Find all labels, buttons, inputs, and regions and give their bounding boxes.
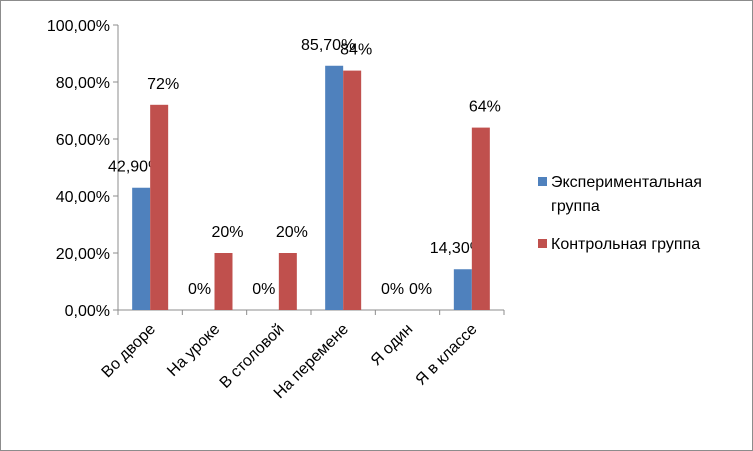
- data-label-series0-4: 0%: [381, 281, 404, 298]
- legend-swatch-1: [538, 239, 547, 248]
- x-tick-label-2: В столовой: [217, 321, 288, 392]
- x-tick-label-0: Во дворе: [99, 321, 159, 381]
- data-label-series0-5: 14,30%: [430, 240, 484, 257]
- bar-series0-3: [325, 65, 344, 310]
- bar-series1-1: [214, 253, 233, 310]
- y-tick-label-5: 100,00%: [47, 18, 110, 35]
- x-tick-label-1: На уроке: [164, 321, 223, 380]
- bar-series1-5: [471, 127, 490, 310]
- data-label-series0-2: 0%: [252, 281, 275, 298]
- y-tick-label-0: 0,00%: [65, 303, 110, 320]
- bar-series1-0: [150, 104, 169, 310]
- y-tick-label-4: 80,00%: [56, 75, 110, 92]
- legend-label-0-0: Экспериментальная: [551, 174, 702, 191]
- y-tick-label-2: 40,00%: [56, 189, 110, 206]
- legend-swatch-0: [538, 177, 547, 186]
- legend-label-0-1: группа: [551, 198, 600, 215]
- bar-series1-3: [343, 70, 362, 310]
- data-label-series1-5: 64%: [469, 99, 501, 116]
- data-label-series0-0: 42,90%: [108, 159, 162, 176]
- y-tick-label-1: 20,00%: [56, 246, 110, 263]
- bar-series0-5: [453, 269, 472, 310]
- data-label-series1-3: 84%: [340, 42, 372, 59]
- data-label-series1-1: 20%: [211, 224, 243, 241]
- data-label-series0-1: 0%: [188, 281, 211, 298]
- data-label-series1-2: 20%: [276, 224, 308, 241]
- data-label-series1-0: 72%: [147, 76, 179, 93]
- x-tick-label-5: Я в классе: [413, 321, 481, 389]
- bar-series1-2: [278, 253, 297, 310]
- y-tick-label-3: 60,00%: [56, 132, 110, 149]
- data-label-series0-3: 85,70%: [301, 37, 355, 54]
- data-label-series1-4: 0%: [409, 281, 432, 298]
- legend-label-1-0: Контрольная группа: [551, 236, 700, 253]
- x-tick-label-4: Я один: [368, 321, 417, 370]
- bar-series0-0: [132, 187, 151, 310]
